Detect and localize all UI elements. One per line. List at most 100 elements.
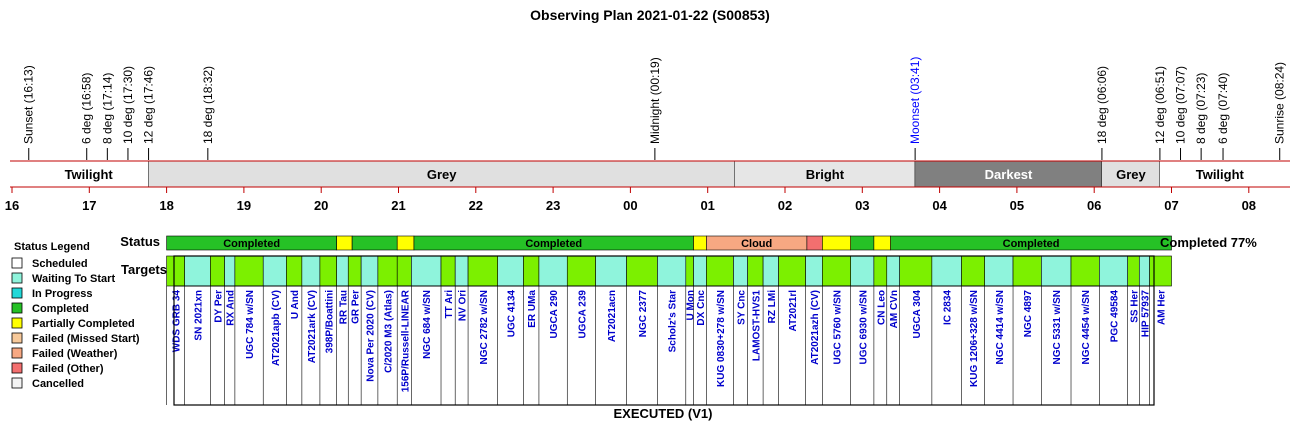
target-name: AM Her	[1157, 290, 1168, 325]
target-name: RZ LMi	[767, 290, 778, 324]
target-name: NGC 2782 w/SN	[479, 290, 490, 364]
target-block	[166, 255, 185, 287]
target-block	[850, 255, 875, 287]
target-block	[523, 255, 540, 287]
target-name: RX And	[226, 290, 237, 326]
status-segment-label: Completed	[1003, 238, 1060, 250]
legend-item-label: Failed (Other)	[32, 363, 104, 375]
target-block	[234, 255, 264, 287]
target-name: Nova Per 2020 (CV)	[366, 290, 377, 382]
target-name: HIP 57937	[1140, 290, 1151, 338]
target-name: IC 2834	[943, 290, 954, 325]
event-label: 12 deg (17:46)	[142, 66, 156, 144]
target-block	[467, 255, 499, 287]
legend-swatch	[11, 362, 23, 374]
target-block	[396, 255, 412, 287]
target-name: UGC 5760 w/SN	[833, 290, 844, 364]
target-name: GR Per	[351, 290, 362, 324]
target-name: NGC 4897	[1023, 290, 1034, 338]
target-block	[1099, 255, 1128, 287]
target-block	[747, 255, 764, 287]
target-block	[336, 255, 349, 287]
target-name: 398P/Boattini	[324, 290, 335, 354]
legend-swatch	[11, 347, 23, 359]
target-block	[377, 255, 398, 287]
hour-tick-label: 23	[546, 198, 560, 213]
sky-band	[734, 161, 916, 187]
status-segment	[396, 235, 415, 251]
target-name: LAMOST-HVS1	[751, 290, 762, 362]
target-block	[538, 255, 568, 287]
target-block	[497, 255, 524, 287]
target-name: Scholz's Star	[668, 290, 679, 353]
event-label: 8 deg (17:14)	[100, 73, 114, 144]
event-markers: Sunset (16:13) 6 deg (16:58) 8 deg (17:14)…	[22, 57, 1287, 160]
hour-tick-label: 18	[159, 198, 173, 213]
target-block	[822, 255, 852, 287]
target-block	[1149, 255, 1172, 287]
target-block	[301, 255, 321, 287]
legend-swatch	[11, 302, 23, 314]
targets-row-label: Targets	[121, 262, 167, 277]
target-block	[1070, 255, 1100, 287]
event-label: 6 deg (16:58)	[80, 73, 94, 144]
target-name: TT Ari	[444, 290, 455, 319]
hour-tick-label: 16	[5, 198, 19, 213]
target-block	[706, 255, 734, 287]
status-segment	[890, 235, 1172, 251]
target-name: CN Leo	[876, 290, 887, 325]
legend-item-label: Waiting To Start	[32, 273, 115, 285]
legend-item-label: Completed	[32, 303, 89, 315]
target-name: PGC 49584	[1110, 290, 1121, 343]
target-name: SY Cnc	[737, 290, 748, 325]
status-segment	[806, 235, 823, 251]
sky-band	[1101, 161, 1160, 187]
target-name: AT2021azh (CV)	[810, 290, 821, 365]
target-block	[566, 255, 596, 287]
target-block	[224, 255, 236, 287]
hour-tick-label: 00	[623, 198, 637, 213]
status-bar: Completed Completed Cloud Completed	[166, 235, 1172, 251]
executed-footer: EXECUTED (V1)	[614, 406, 713, 421]
legend-item-label: Failed (Weather)	[32, 348, 118, 360]
target-block	[733, 255, 748, 287]
hour-tick-label: 03	[855, 198, 869, 213]
status-segment	[822, 235, 852, 251]
target-name: NGC 5331 w/SN	[1052, 290, 1063, 364]
legend-item-label: Scheduled	[32, 258, 88, 270]
event-label: 10 deg (17:30)	[121, 66, 135, 144]
status-segment	[351, 235, 398, 251]
target-name: AT2021ark (CV)	[307, 290, 318, 363]
legend-title: Status Legend	[14, 241, 90, 253]
hour-tick-label: 17	[82, 198, 96, 213]
chart-title: Observing Plan 2021-01-22 (S00853)	[530, 7, 770, 23]
event-label: Midnight (00:19)	[648, 57, 662, 144]
event-label: 18 deg (06:06)	[1095, 66, 1109, 144]
targets-frame	[173, 255, 1155, 406]
target-name: NV Ori	[458, 290, 469, 321]
event-label: Moonset (03:41)	[908, 57, 922, 144]
target-block	[961, 255, 985, 287]
hour-tick-label: 05	[1010, 198, 1024, 213]
target-name: ER UMa	[527, 290, 538, 328]
target-block	[984, 255, 1014, 287]
target-block	[440, 255, 456, 287]
target-name: UGCA 290	[549, 290, 560, 339]
legend-swatch	[11, 317, 23, 329]
target-name: C/2020 M3 (Atlas)	[384, 290, 395, 373]
sky-band-label: Darkest	[985, 167, 1033, 182]
target-name: UGCA 304	[912, 290, 923, 339]
status-segment-label: Completed	[525, 238, 582, 250]
target-block	[1127, 255, 1140, 287]
legend-swatch	[11, 257, 23, 269]
event-label: 12 deg (06:51)	[1153, 66, 1167, 144]
target-block	[886, 255, 900, 287]
target-name: SN 2021xn	[194, 290, 205, 341]
target-block	[899, 255, 933, 287]
event-label: 10 deg (07:07)	[1174, 66, 1188, 144]
event-label: Sunrise (08:24)	[1273, 62, 1287, 144]
legend-swatch	[11, 287, 23, 299]
target-block	[319, 255, 337, 287]
time-axis: 16 17 18 19 20 21 22 23 00 01 02 03 04 05 06 07 08	[5, 187, 1256, 213]
